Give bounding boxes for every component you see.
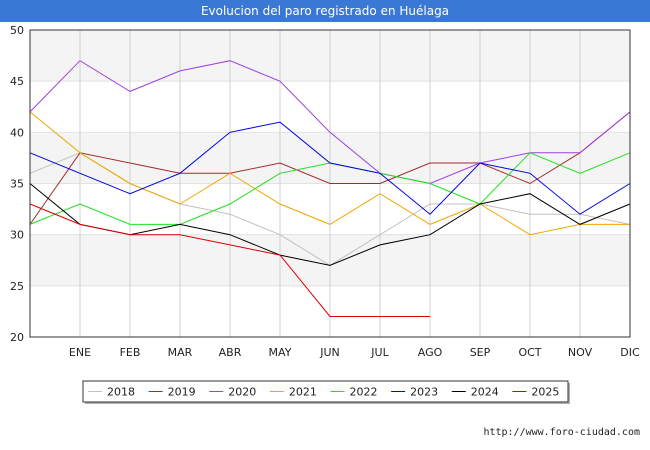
x-tick-label: MAY [269, 346, 292, 359]
y-tick-label: 20 [10, 331, 24, 344]
x-tick-label: FEB [120, 346, 141, 359]
y-tick-label: 25 [10, 280, 24, 293]
x-tick-label: MAR [168, 346, 193, 359]
x-tick-label: ENE [69, 346, 91, 359]
x-tick-label: SEP [470, 346, 491, 359]
y-tick-label: 45 [10, 75, 24, 88]
x-tick-label: JUL [370, 346, 389, 359]
legend-label-2019: 2019 [168, 386, 196, 399]
series-lines [29, 60, 631, 317]
series-line-2023 [29, 121, 631, 215]
y-tick-label: 30 [10, 229, 24, 242]
y-tick-label: 50 [10, 24, 24, 37]
series-line-2025 [29, 203, 430, 317]
x-tick-label: NOV [568, 346, 593, 359]
series-line-2019 [29, 111, 631, 225]
legend-label-2018: 2018 [107, 386, 135, 399]
series-line-2021 [29, 111, 630, 236]
legend-label-2021: 2021 [289, 386, 317, 399]
legend: 2018 2019 2020 2021 2022 2023 2024 2025 [82, 380, 570, 404]
chart-title: Evolucion del paro registrado en Huélaga [0, 0, 650, 22]
x-tick-label: JUN [319, 346, 340, 359]
legend-label-2024: 2024 [471, 386, 499, 399]
legend-label-2022: 2022 [350, 386, 378, 399]
y-tick-label: 35 [10, 178, 24, 191]
legend-label-2020: 2020 [228, 386, 256, 399]
y-tick-label: 40 [10, 126, 24, 139]
x-tick-label: AGO [418, 346, 443, 359]
x-tick-label: DIC [620, 346, 640, 359]
legend-label-2025: 2025 [531, 386, 559, 399]
x-tick-label: OCT [518, 346, 541, 359]
legend-label-2023: 2023 [410, 386, 438, 399]
legend-box [82, 380, 569, 403]
plot-frame [29, 29, 631, 338]
source-credit: http://www.foro-ciudad.com [483, 427, 640, 438]
x-tick-label: ABR [219, 346, 242, 359]
y-axis-ticks: 20 25 30 35 40 45 50 [10, 24, 24, 344]
x-axis-ticks: ENE FEB MAR ABR MAY JUN JUL AGO SEP OCT NOV DIC [69, 346, 640, 359]
